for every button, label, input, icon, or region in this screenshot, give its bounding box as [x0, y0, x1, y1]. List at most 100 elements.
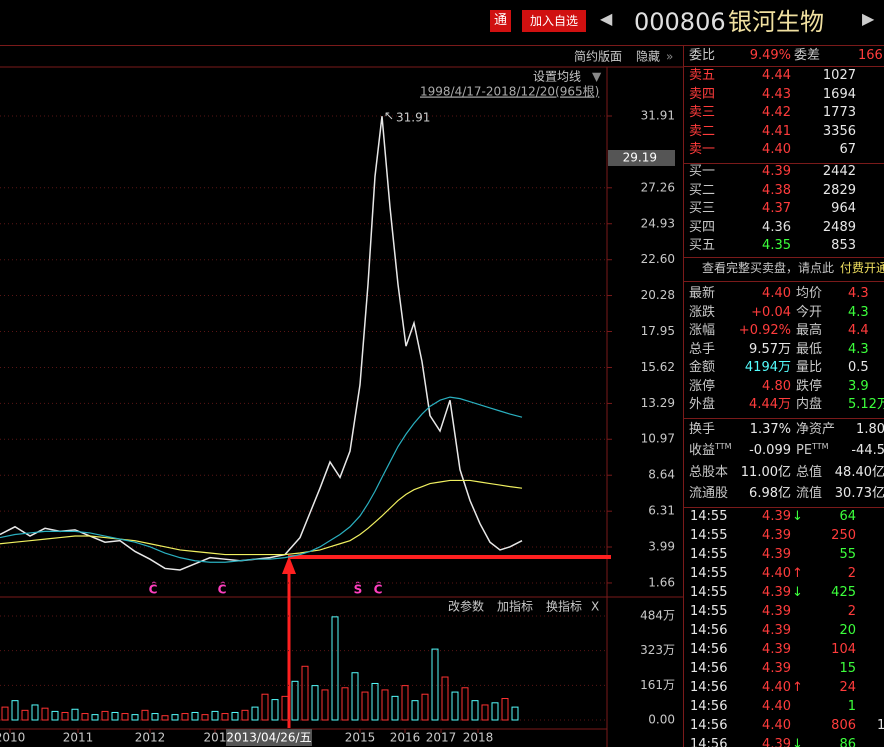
cursor-price-box — [608, 149, 675, 166]
stat-value: 5.12万 — [848, 397, 884, 412]
book-label: 买四 — [689, 219, 716, 235]
prev-button[interactable]: ◀ — [600, 9, 613, 28]
stat-label: 最高 — [796, 323, 823, 338]
volume-bar — [421, 693, 429, 721]
stat-value: 4.3 — [848, 304, 869, 320]
trade-volume: 86 — [839, 737, 856, 747]
y-tick-label: 6.31 — [648, 504, 675, 518]
trade-volume: 20 — [839, 623, 856, 638]
indicator-button[interactable]: 改参数 — [448, 599, 484, 614]
label: 委比 — [689, 48, 716, 63]
trade-time: 14:55 — [690, 604, 728, 619]
trade-dir: ↑ — [792, 566, 803, 581]
add-watchlist-button[interactable]: 加入自选 — [522, 10, 586, 32]
ma-settings[interactable]: 设置均线 — [533, 70, 581, 84]
separator — [684, 507, 884, 508]
trade-volume: 104 — [831, 642, 856, 657]
stat-value: 4.44万 — [749, 397, 791, 412]
volume-bar — [281, 695, 289, 721]
indicator-button[interactable]: 加指标 — [497, 599, 533, 614]
range-text[interactable]: 1998/4/17-2018/12/20(965根) — [420, 85, 599, 99]
x-tick-label: 2012 — [135, 731, 166, 745]
cursor-date-box — [226, 729, 312, 746]
volume-bar — [261, 693, 269, 721]
fund-value: 1.80 — [856, 422, 884, 437]
volume-bar — [51, 710, 59, 721]
book-price: 4.43 — [762, 86, 791, 102]
book-volume: 2442 — [822, 164, 856, 179]
book-label: 买二 — [689, 182, 716, 198]
volume-bar — [201, 714, 209, 721]
fund-label: 收益 — [689, 443, 716, 459]
volume-bar — [461, 687, 469, 721]
y-tick-label: 17.95 — [641, 324, 675, 338]
trade-volume: 64 — [839, 509, 856, 524]
expand-icon[interactable]: » — [666, 50, 673, 64]
indicator-button[interactable]: 换指标 — [546, 599, 582, 614]
stat-value: +0.04 — [751, 304, 791, 320]
fund-sup: TTM — [812, 442, 829, 452]
book-volume: 3356 — [822, 123, 856, 139]
close-button[interactable]: X — [591, 600, 599, 614]
price-line — [0, 396, 523, 563]
y-tick-label: 3.99 — [648, 539, 675, 553]
volume-bar — [161, 715, 169, 721]
volume-bar — [101, 710, 109, 721]
fund-sup: TTM — [715, 442, 732, 452]
trade-price: 4.40 — [762, 680, 791, 695]
trade-time: 14:56 — [690, 661, 728, 676]
x-tick-label: 2011 — [63, 731, 94, 745]
volume-bar — [311, 685, 319, 721]
volume-bar — [91, 714, 99, 721]
stat-value: +0.92% — [738, 323, 791, 338]
fund-value: -0.099 — [749, 443, 791, 459]
fund-label: 流通股 — [689, 485, 729, 501]
book-price: 4.41 — [762, 123, 791, 139]
volume-bar — [501, 698, 509, 721]
promo-text: 查看完整买卖盘，请点此 — [702, 261, 835, 275]
next-button[interactable]: ▶ — [862, 9, 875, 28]
volume-bar — [491, 702, 499, 721]
stat-label: 外盘 — [689, 397, 716, 412]
value: 166 — [858, 48, 883, 63]
badge[interactable]: 通 — [490, 10, 511, 32]
volume-bar — [241, 709, 249, 721]
peak-label: 31.91 — [396, 111, 430, 125]
trade-dir: ↓ — [792, 737, 803, 747]
trade-volume: 250 — [831, 528, 856, 543]
book-volume: 1773 — [822, 105, 856, 120]
trade-time: 14:55 — [690, 509, 728, 524]
book-label: 卖一 — [689, 142, 716, 157]
volume-bar — [401, 685, 409, 721]
stat-label: 涨幅 — [689, 323, 716, 338]
y-tick-label: 1.66 — [648, 575, 675, 589]
volume-bar — [351, 672, 359, 721]
stat-label: 今开 — [796, 304, 823, 320]
book-price: 4.38 — [762, 182, 791, 198]
fund-value: 1.37% — [749, 422, 791, 437]
stat-label: 涨停 — [689, 378, 716, 394]
fund-value: 11.00亿 — [740, 464, 791, 480]
stat-value: 9.57万 — [749, 341, 791, 357]
volume-bar — [41, 707, 49, 721]
trade-price: 4.39 — [762, 737, 791, 747]
x-tick-label: 201 — [204, 731, 227, 745]
trade-price: 4.40 — [762, 718, 791, 733]
book-label: 买五 — [689, 238, 716, 253]
stat-label: 最新 — [689, 286, 716, 301]
promo-link[interactable]: 付费开通 — [840, 261, 884, 275]
trade-volume: 425 — [831, 585, 856, 600]
value: 9.49% — [749, 48, 791, 63]
book-price: 4.40 — [762, 142, 791, 157]
layout-button[interactable]: 简约版面 — [574, 49, 622, 64]
stat-value: 4.80 — [762, 378, 791, 394]
y-tick-label: 8.64 — [648, 468, 675, 482]
trade-volume: 24 — [839, 680, 856, 695]
book-label: 买一 — [689, 164, 716, 179]
book-volume: 964 — [831, 201, 856, 216]
trade-time: 14:55 — [690, 585, 728, 600]
volume-bar — [511, 706, 519, 721]
hide-button[interactable]: 隐藏 — [636, 50, 660, 64]
volume-bar — [231, 711, 239, 721]
